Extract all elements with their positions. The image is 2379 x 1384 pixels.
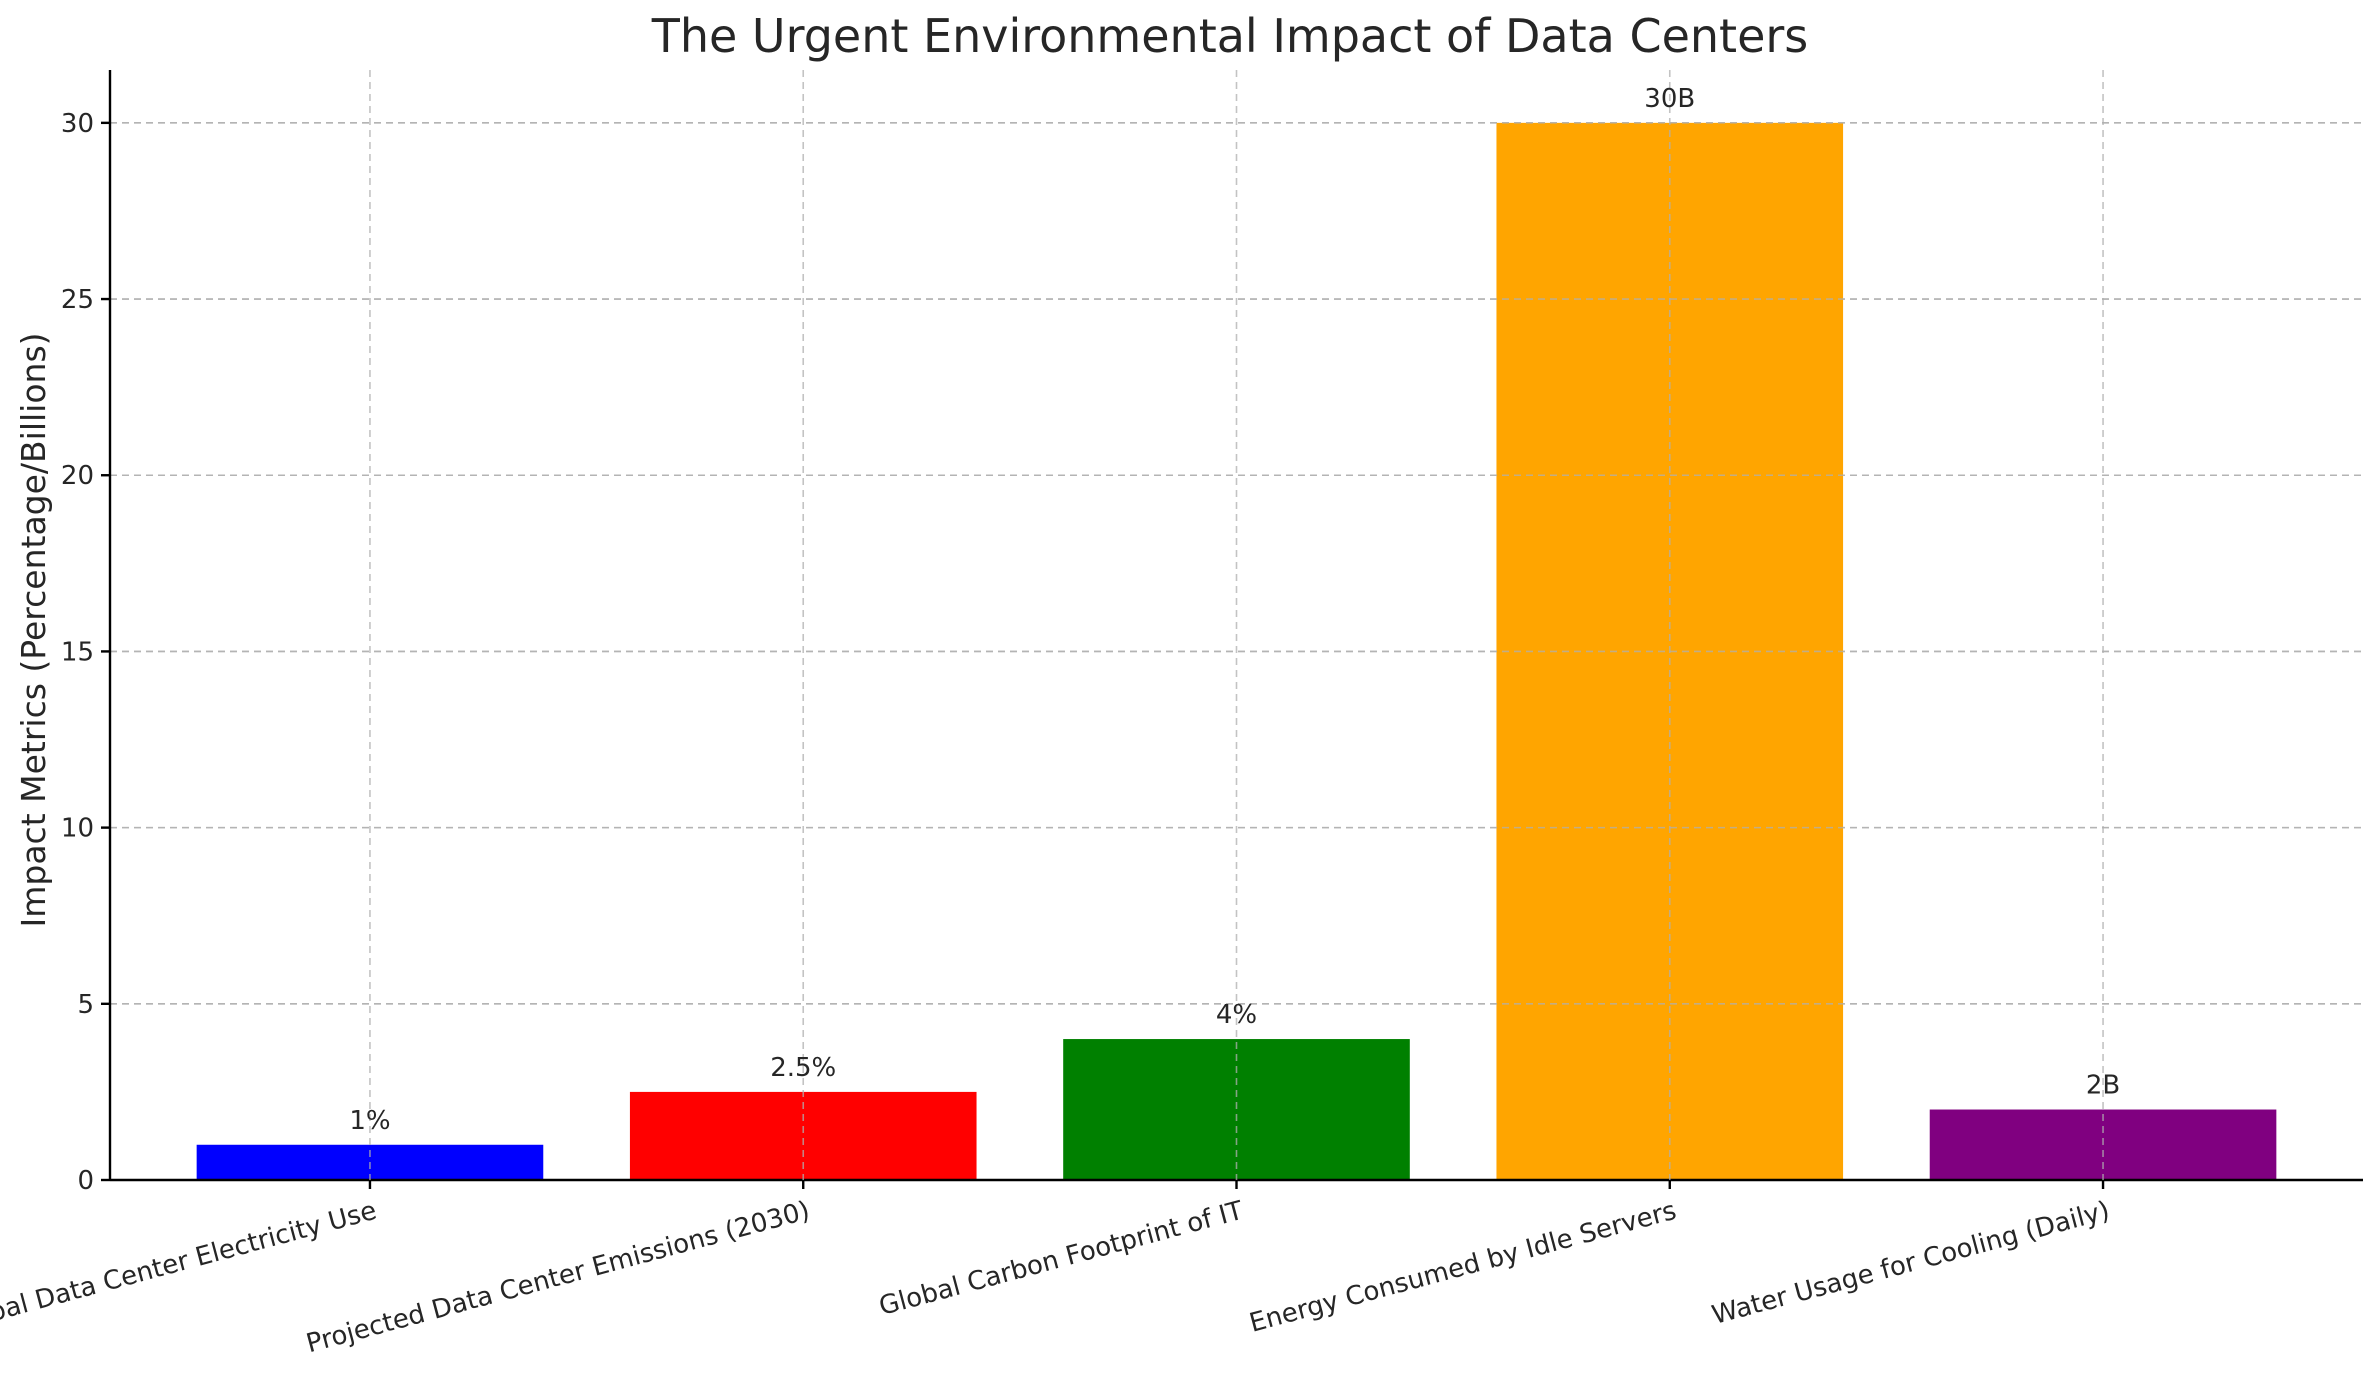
bar-value-label: 4% (1216, 1000, 1257, 1030)
chart-title: The Urgent Environmental Impact of Data … (651, 9, 1809, 63)
y-tick-label: 20 (61, 461, 94, 491)
y-tick-label: 30 (61, 109, 94, 139)
grid-overlay (110, 122, 2363, 1005)
y-tick-label: 15 (61, 637, 94, 667)
x-tick-label: Energy Consumed by Idle Servers (1246, 1196, 1679, 1339)
x-tick-label: Global Carbon Footprint of IT (876, 1196, 1246, 1322)
y-tick-label: 25 (61, 285, 94, 315)
y-tick-label: 0 (77, 1166, 94, 1196)
bar-value-label: 1% (349, 1106, 390, 1136)
bar-value-label: 2.5% (770, 1053, 836, 1083)
x-tick-label: Global Data Center Electricity Use (0, 1196, 380, 1340)
x-tick-label: Projected Data Center Emissions (2030) (303, 1196, 813, 1360)
y-axis-label: Impact Metrics (Percentage/Billions) (14, 332, 53, 927)
y-tick-label: 10 (61, 814, 94, 844)
bar-value-label: 30B (1644, 84, 1695, 114)
y-tick-label: 5 (77, 990, 94, 1020)
x-tick-label: Water Usage for Cooling (Daily) (1709, 1196, 2113, 1331)
bar-value-label: 2B (2086, 1071, 2120, 1101)
